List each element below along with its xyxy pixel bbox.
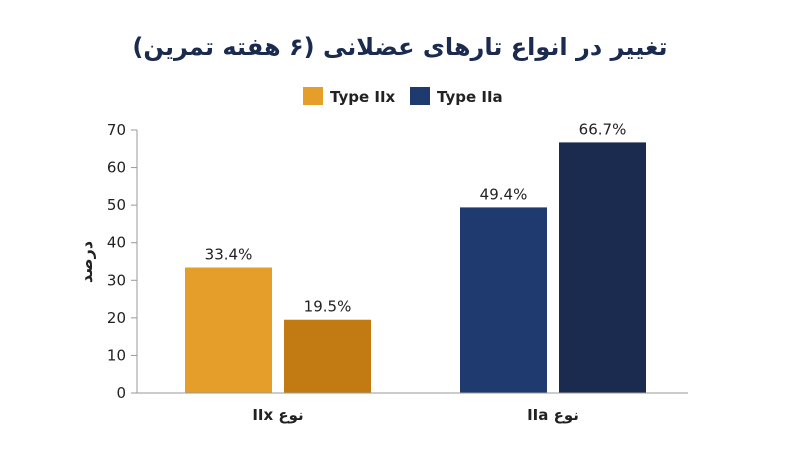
bar-value-label: 33.4% (205, 246, 253, 264)
legend-swatch-type-iix (303, 87, 323, 105)
legend-label-type-iia: Type IIa (437, 88, 503, 106)
legend: Type IIx Type IIa (303, 87, 503, 106)
bar-value-label: 19.5% (304, 298, 352, 316)
y-tick-label: 20 (107, 309, 126, 327)
x-category-label: نوع IIx (252, 406, 303, 424)
y-tick-label: 0 (116, 384, 126, 402)
y-tick-label: 30 (107, 271, 126, 289)
y-tick-label: 10 (107, 346, 126, 364)
legend-label-type-iix: Type IIx (330, 88, 396, 106)
bar-1-0 (460, 207, 547, 393)
bar-value-label: 49.4% (480, 185, 528, 203)
y-tick-label: 50 (107, 196, 126, 214)
y-tick-label: 60 (107, 159, 126, 177)
y-tick-label: 70 (107, 121, 126, 139)
y-tick-label: 40 (107, 234, 126, 252)
bar-value-label: 66.7% (579, 120, 627, 138)
bar-0-1 (284, 319, 371, 393)
x-axis-labels: نوع IIx نوع IIa (252, 406, 579, 424)
bars: 33.4% 19.5% 49.4% 66.7% (185, 120, 646, 393)
y-axis-label: درصد (77, 241, 96, 283)
bar-1-1 (559, 142, 646, 393)
bar-0-0 (185, 267, 272, 393)
y-axis-ticks: 0 10 20 30 40 50 60 70 (107, 121, 137, 402)
legend-swatch-type-iia (410, 87, 430, 105)
x-category-label: نوع IIa (527, 406, 579, 424)
chart-title: تغییر در انواع تارهای عضلانی (۶ هفته تمر… (132, 33, 667, 61)
